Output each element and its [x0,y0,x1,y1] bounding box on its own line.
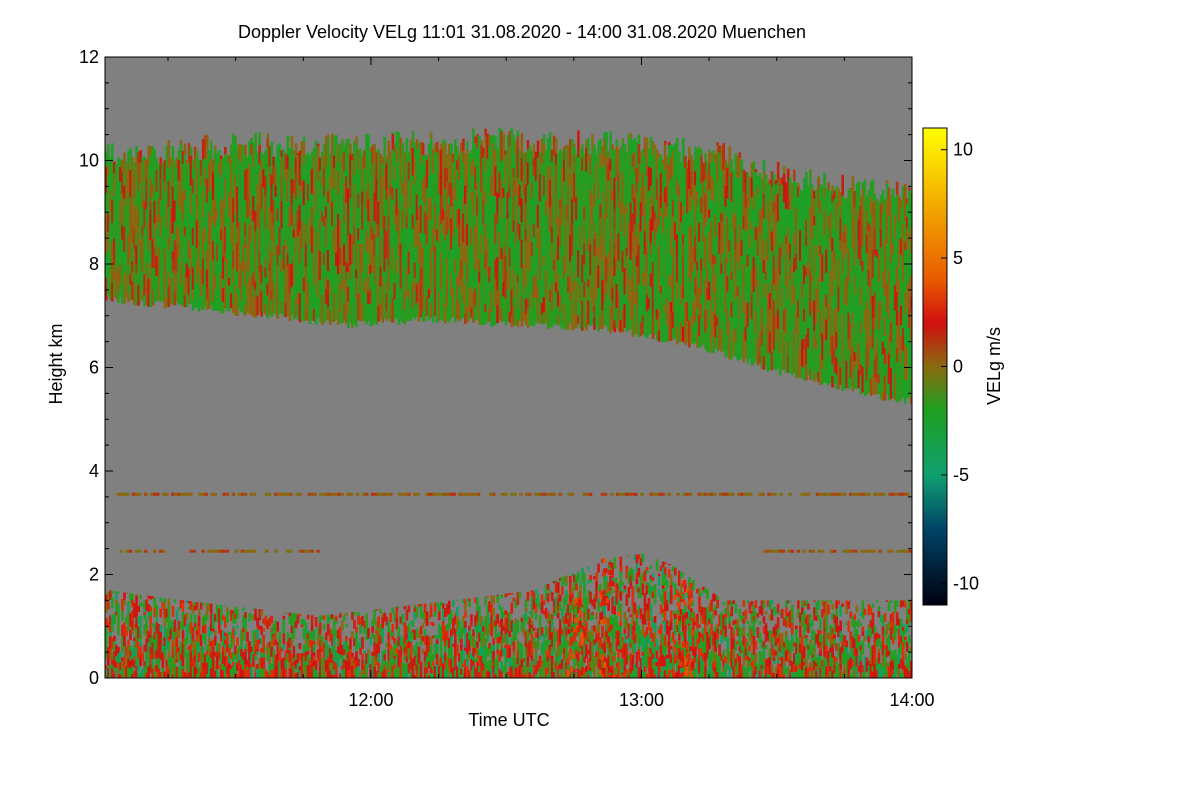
y-tick-label: 10 [79,151,99,171]
chart-title: Doppler Velocity VELg 11:01 31.08.2020 -… [238,22,806,42]
colorbar-tick-label: 0 [953,357,963,377]
convective-plumes [565,558,695,678]
y-tick-label: 0 [89,668,99,688]
y-tick-label: 4 [89,461,99,481]
colorbar-tick-label: 10 [953,140,973,160]
x-axis: 12:00 13:00 14:00 [167,57,935,710]
colorbar: 10 5 0 -5 -10 VELg m/s [922,127,1004,606]
thin-layers [116,492,912,553]
upper-cloud-layer [105,127,912,404]
y-tick-label: 2 [89,565,99,585]
y-tick-label: 12 [79,47,99,67]
x-tick-label: 12:00 [348,690,393,710]
colorbar-label: VELg m/s [984,327,1004,405]
x-axis-label: Time UTC [468,710,549,730]
velocity-data [105,127,912,678]
y-tick-label: 8 [89,254,99,274]
plot-area [105,57,912,678]
x-tick-label: 14:00 [889,690,934,710]
colorbar-tick-label: -5 [953,465,969,485]
x-tick-label: 13:00 [619,690,664,710]
colorbar-tick-label: -10 [953,573,979,593]
colorbar-tick-label: 5 [953,248,963,268]
boundary-layer [105,553,912,678]
y-axis: 0 2 4 6 8 10 12 [79,47,912,688]
colorbar-ticks: 10 5 0 -5 -10 [941,140,979,593]
y-axis-label: Height km [46,323,66,404]
y-tick-label: 6 [89,358,99,378]
